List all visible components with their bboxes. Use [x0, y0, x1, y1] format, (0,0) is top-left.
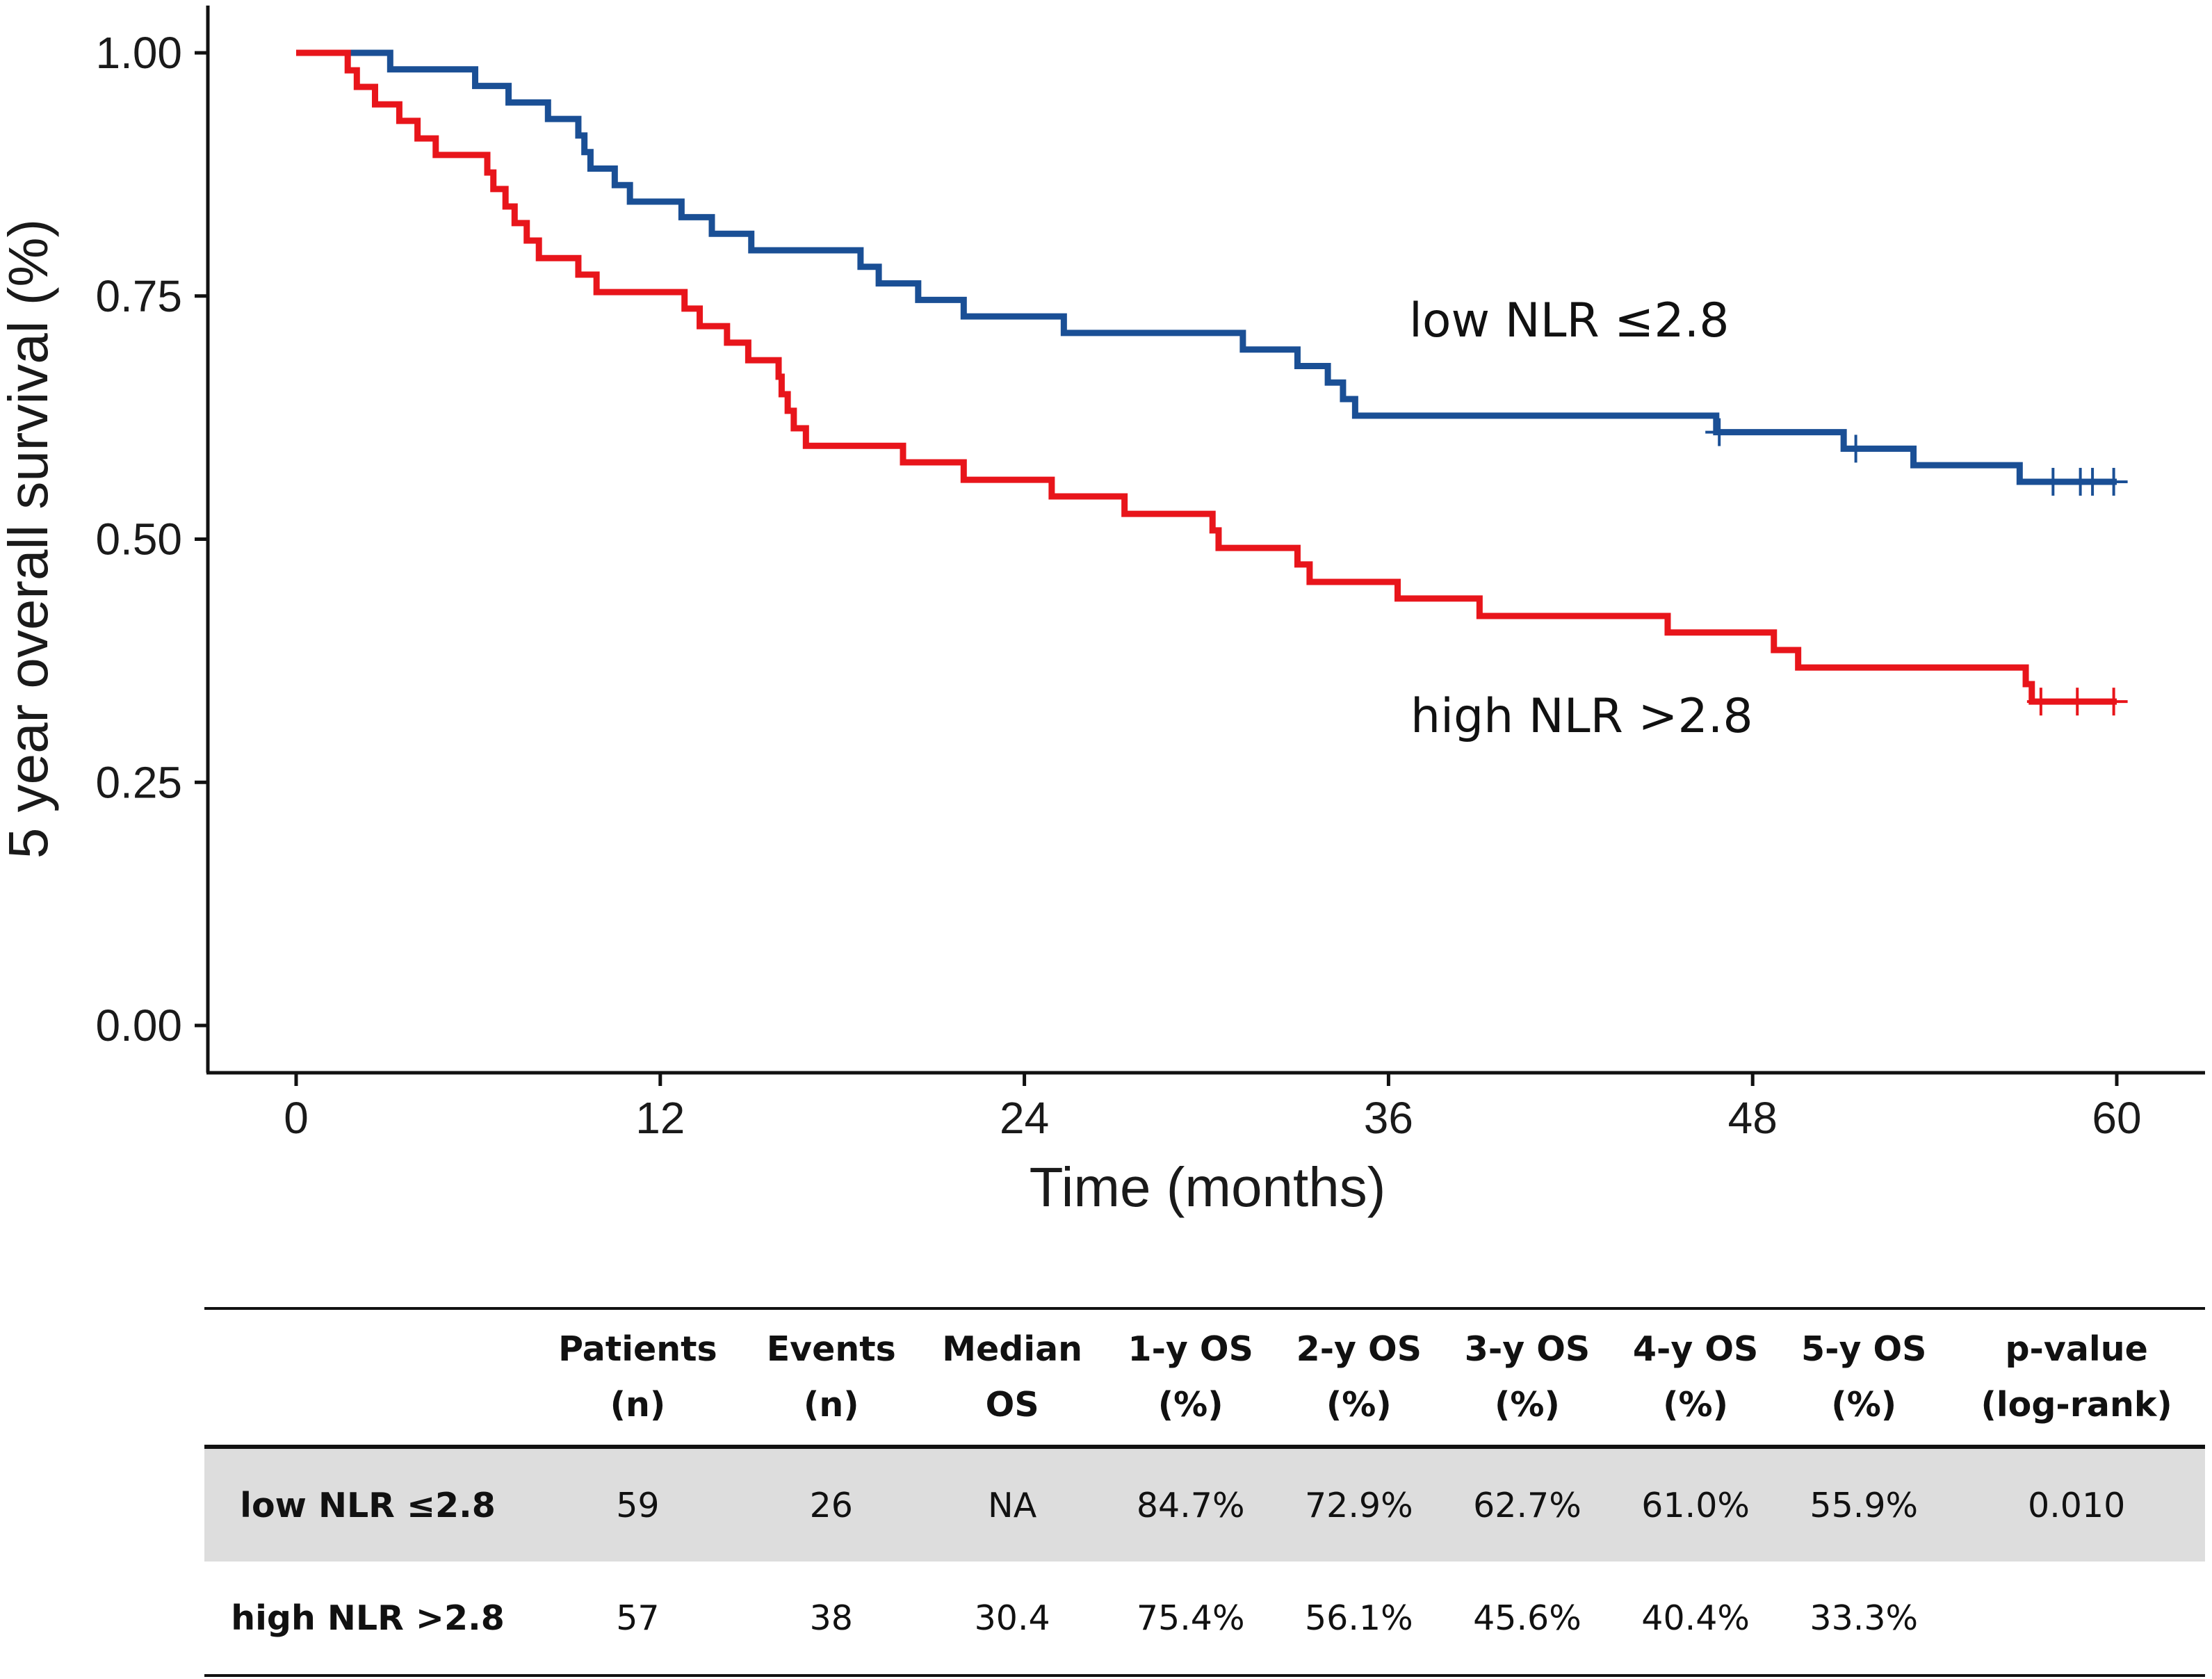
- p-value-cell: 0.010: [1948, 1447, 2205, 1562]
- p-value-cell: [1948, 1562, 2205, 1676]
- os-4y-cell: 61.0%: [1611, 1447, 1780, 1562]
- x-tick-label: 48: [1728, 1093, 1778, 1143]
- os-3y-cell: 62.7%: [1442, 1447, 1612, 1562]
- os-5y-cell: 33.3%: [1810, 1598, 1919, 1638]
- header-events: Events (n): [766, 1329, 896, 1425]
- axes: [206, 6, 2205, 1075]
- survival-summary-table: Patients (n) Events (n) Median OS 1-y OS (%)…: [204, 1307, 2205, 1677]
- header-group: [204, 1308, 531, 1447]
- group-cell: low NLR ≤2.8: [204, 1447, 531, 1562]
- y-axis-title: 5 year overall survival (%): [0, 219, 59, 859]
- header-2y-os: 2-y OS (%): [1296, 1329, 1422, 1425]
- events-cell: 38: [809, 1598, 853, 1638]
- patients-cell: 57: [616, 1598, 660, 1638]
- x-axis-title: Time (months): [1030, 1156, 1386, 1218]
- header-patients: Patients (n): [558, 1329, 717, 1425]
- group-cell: high NLR >2.8: [231, 1598, 505, 1638]
- high-nlr-curve-label: high NLR >2.8: [1410, 689, 1753, 744]
- x-tick-label: 36: [1364, 1093, 1413, 1143]
- header-median-os: Median OS: [942, 1329, 1083, 1425]
- y-tick-label: 0.75: [95, 271, 182, 321]
- os-5y-cell: 55.9%: [1780, 1447, 1949, 1562]
- table-row-high-nlr: high NLR >2.8 57 38 30.4 75.4% 56.1% 45.…: [204, 1562, 2205, 1676]
- x-tick-label: 24: [1000, 1093, 1049, 1143]
- os-2y-cell: 72.9%: [1274, 1447, 1443, 1562]
- x-ticks: 0 12 24 36 48 60: [284, 1073, 2142, 1143]
- os-1y-cell: 84.7%: [1106, 1447, 1275, 1562]
- header-4y-os: 4-y OS (%): [1632, 1329, 1759, 1425]
- os-3y-cell: 45.6%: [1473, 1598, 1581, 1638]
- os-2y-cell: 56.1%: [1304, 1598, 1413, 1638]
- survival-curves: [296, 49, 2128, 716]
- low-nlr-curve-label: low NLR ≤2.8: [1409, 293, 1729, 348]
- header-3y-os: 3-y OS (%): [1464, 1329, 1591, 1425]
- x-tick-label: 60: [2092, 1093, 2141, 1143]
- table-row-low-nlr: low NLR ≤2.8 59 26 NA 84.7% 72.9% 62.7% …: [204, 1447, 2205, 1562]
- y-tick-label: 0.50: [95, 514, 182, 565]
- y-tick-label: 0.00: [95, 1000, 182, 1051]
- header-p-value: p-value (log-rank): [1981, 1329, 2172, 1425]
- os-4y-cell: 40.4%: [1641, 1598, 1750, 1638]
- header-1y-os: 1-y OS (%): [1128, 1329, 1253, 1425]
- header-5y-os: 5-y OS (%): [1801, 1329, 1927, 1425]
- y-tick-label: 0.25: [95, 757, 182, 807]
- median-os-cell: NA: [918, 1447, 1107, 1562]
- median-os-cell: 30.4: [974, 1598, 1050, 1638]
- events-cell: 26: [744, 1447, 918, 1562]
- y-tick-label: 1.00: [95, 28, 182, 78]
- x-tick-label: 12: [635, 1093, 685, 1143]
- table-header-row: Patients (n) Events (n) Median OS 1-y OS (%)…: [204, 1308, 2205, 1447]
- low-nlr-survival-curve: [296, 49, 2117, 485]
- x-tick-label: 0: [284, 1093, 309, 1143]
- km-chart: 0.00 0.25 0.50 0.75 1.00 0 12 24 36 48 60 Time (m…: [0, 6, 2205, 1218]
- os-1y-cell: 75.4%: [1136, 1598, 1245, 1638]
- high-nlr-survival-curve: [296, 49, 2117, 705]
- y-ticks: 0.00 0.25 0.50 0.75 1.00: [95, 28, 208, 1051]
- patients-cell: 59: [531, 1447, 745, 1562]
